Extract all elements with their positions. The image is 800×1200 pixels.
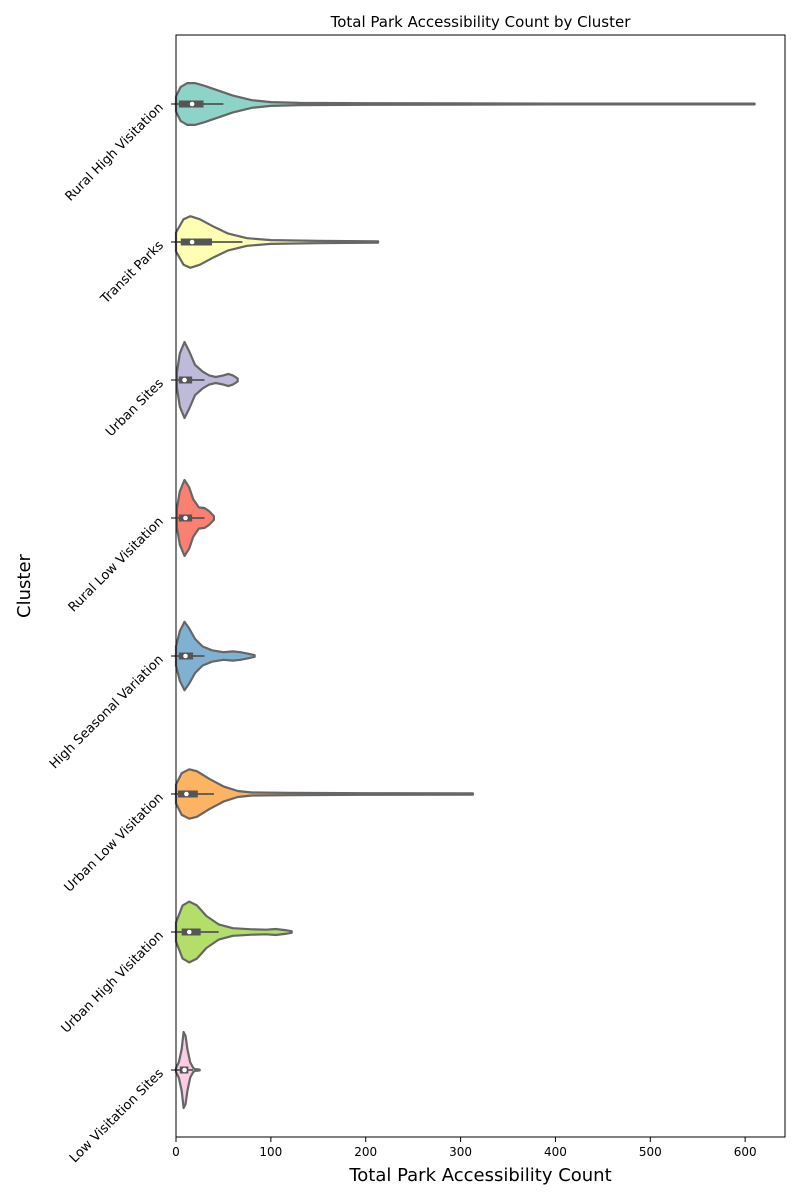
violin-body [174, 215, 380, 269]
median-point [189, 101, 195, 107]
x-tick-label: 200 [354, 1145, 377, 1159]
plot-area [174, 82, 756, 1110]
x-tick-label: 500 [639, 1145, 662, 1159]
y-tick-label: Urban Low Visitation [62, 790, 167, 895]
plot-frame [175, 34, 786, 1138]
violin-body [175, 340, 239, 420]
x-axis-label: Total Park Accessibility Count [348, 1165, 611, 1186]
median-point [186, 929, 192, 935]
y-tick-label: Rural High Visitation [63, 100, 167, 204]
violin-urban-sites [175, 340, 239, 420]
violin-rural-low-visitation [175, 478, 215, 558]
violin-rural-high-visitation [174, 82, 756, 126]
violin-urban-high-visitation [174, 900, 293, 964]
median-point [184, 791, 189, 797]
violin-body [174, 768, 474, 820]
median-point [183, 653, 188, 659]
x-tick-label: 600 [734, 1145, 757, 1159]
violin-body [174, 620, 256, 692]
y-tick-label: Urban Sites [103, 376, 167, 440]
violin-low-visitation-sites [174, 1030, 201, 1110]
median-point [182, 1067, 187, 1073]
x-tick-label: 0 [172, 1145, 180, 1159]
y-tick-label: Urban High Visitation [59, 928, 167, 1036]
y-tick-label: High Seasonal Variation [47, 652, 167, 772]
violin-transit-parks [174, 215, 380, 269]
chart-title: Total Park Accessibility Count by Cluste… [330, 13, 632, 31]
violin-high-seasonal-variation [174, 620, 256, 692]
x-tick-label: 300 [449, 1145, 472, 1159]
x-tick-label: 100 [259, 1145, 282, 1159]
x-tick-label: 400 [544, 1145, 567, 1159]
median-point [183, 515, 188, 521]
violin-body [174, 82, 756, 126]
violin-body [174, 900, 293, 964]
y-tick-label: Transit Parks [97, 238, 167, 308]
y-tick-label: Rural Low Visitation [66, 514, 167, 615]
median-point [182, 377, 187, 383]
iqr-box [180, 238, 213, 246]
violin-urban-low-visitation [174, 768, 474, 820]
median-point [189, 239, 195, 245]
y-tick-label: Low Visitation Sites [67, 1066, 167, 1166]
y-axis-label: Cluster [14, 553, 35, 617]
